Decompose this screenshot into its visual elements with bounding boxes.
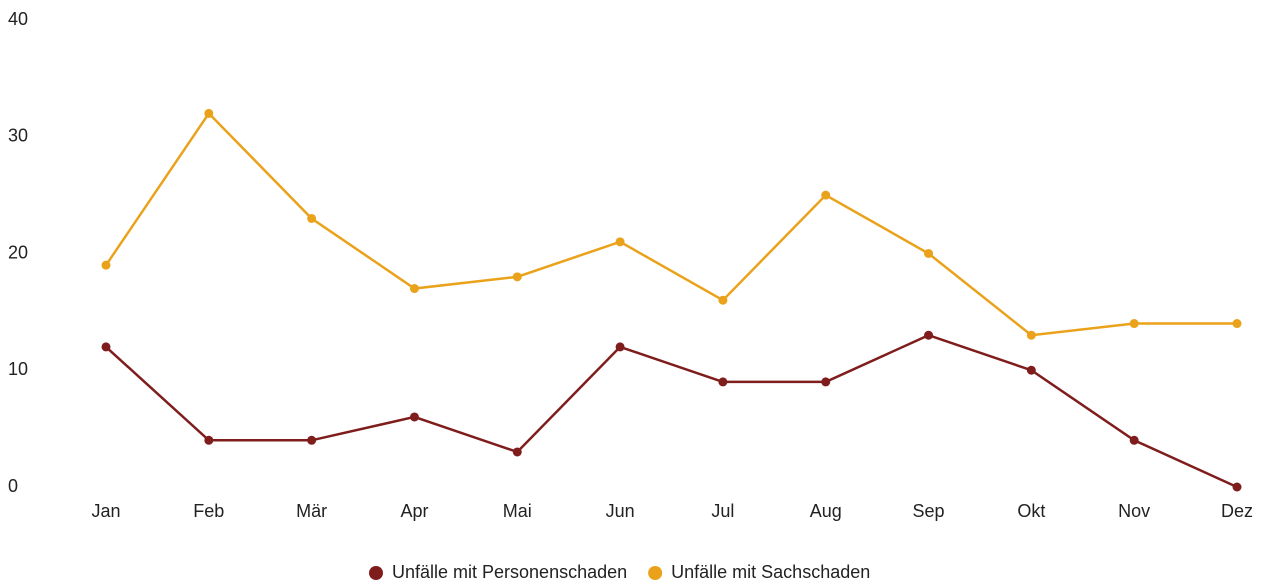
legend-label: Unfälle mit Personenschaden xyxy=(392,562,627,582)
data-point xyxy=(1129,435,1139,445)
x-tick-label: Apr xyxy=(400,501,428,521)
data-point xyxy=(924,330,934,340)
data-point xyxy=(101,260,111,270)
data-point xyxy=(204,108,214,118)
data-point xyxy=(924,249,934,258)
legend-marker xyxy=(369,566,383,580)
y-tick-label: 40 xyxy=(8,9,28,29)
legend: Unfälle mit Personenschaden Unfälle mit S… xyxy=(369,562,870,582)
data-point xyxy=(307,435,317,445)
x-tick-label: Aug xyxy=(810,501,842,521)
data-point xyxy=(615,342,625,352)
data-point xyxy=(512,272,522,282)
data-point xyxy=(718,295,728,305)
data-point xyxy=(1232,319,1242,329)
data-point xyxy=(1232,482,1242,492)
x-tick-label: Dez xyxy=(1221,501,1253,521)
data-point xyxy=(1026,365,1036,375)
data-point xyxy=(512,447,522,457)
data-point xyxy=(101,342,111,352)
x-tick-label: Mai xyxy=(503,501,532,521)
x-tick-label: Jan xyxy=(91,501,120,521)
x-tick-label: Okt xyxy=(1017,501,1045,521)
x-tick-label: Sep xyxy=(913,501,945,521)
data-point xyxy=(1129,319,1139,329)
legend-label: Unfälle mit Sachschaden xyxy=(671,562,870,582)
y-tick-label: 0 xyxy=(8,476,18,496)
data-point xyxy=(409,284,419,294)
x-tick-label: Jun xyxy=(606,501,635,521)
data-point xyxy=(204,435,214,445)
legend-marker xyxy=(648,566,663,580)
y-tick-label: 10 xyxy=(8,359,28,379)
data-point xyxy=(821,190,831,200)
data-point xyxy=(1026,330,1036,340)
series-line xyxy=(104,111,1237,337)
x-tick-label: Nov xyxy=(1118,501,1150,521)
x-tick-label: Feb xyxy=(193,501,224,521)
data-point xyxy=(307,213,317,223)
x-tick-label: Mär xyxy=(296,501,327,521)
x-tick-label: Jul xyxy=(711,501,734,521)
y-tick-label: 30 xyxy=(8,126,28,146)
y-tick-label: 20 xyxy=(8,242,28,262)
data-point xyxy=(718,377,728,387)
data-point xyxy=(821,377,831,387)
data-point xyxy=(615,237,625,247)
series-line xyxy=(105,333,1238,489)
data-point xyxy=(409,412,419,422)
